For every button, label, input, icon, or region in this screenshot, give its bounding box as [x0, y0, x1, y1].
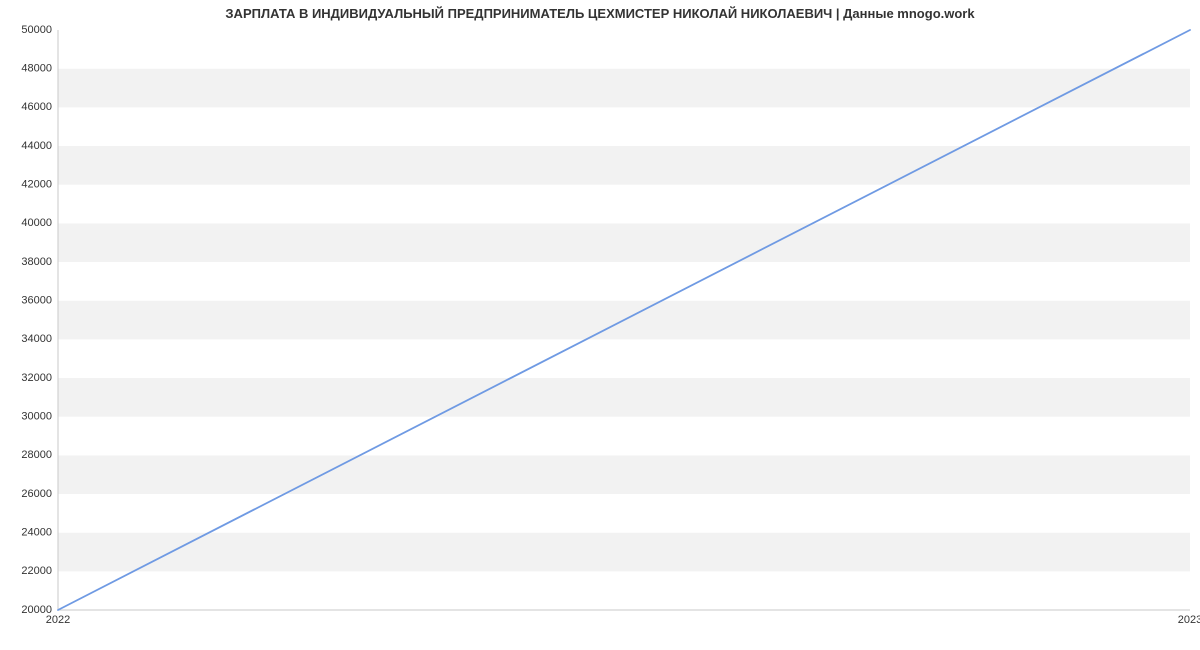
grid-band	[58, 107, 1190, 146]
x-tick-label: 2022	[46, 614, 70, 626]
y-tick-label: 48000	[21, 63, 52, 75]
y-tick-label: 34000	[21, 333, 52, 345]
y-tick-label: 42000	[21, 179, 52, 191]
y-tick-label: 28000	[21, 449, 52, 461]
grid-band	[58, 455, 1190, 494]
grid-band	[58, 571, 1190, 610]
grid-band	[58, 339, 1190, 378]
grid-band	[58, 494, 1190, 533]
y-tick-label: 30000	[21, 411, 52, 423]
grid-band	[58, 185, 1190, 224]
salary-line-chart: ЗАРПЛАТА В ИНДИВИДУАЛЬНЫЙ ПРЕДПРИНИМАТЕЛ…	[0, 0, 1200, 650]
grid-band	[58, 146, 1190, 185]
y-tick-label: 44000	[21, 140, 52, 152]
y-tick-label: 46000	[21, 101, 52, 113]
grid-band	[58, 378, 1190, 417]
grid-band	[58, 69, 1190, 108]
y-tick-label: 24000	[21, 527, 52, 539]
grid-band	[58, 262, 1190, 301]
y-tick-label: 50000	[21, 24, 52, 36]
grid-band	[58, 533, 1190, 572]
y-tick-label: 26000	[21, 488, 52, 500]
x-tick-label: 2023	[1178, 614, 1200, 626]
y-tick-label: 38000	[21, 256, 52, 268]
grid-band	[58, 417, 1190, 456]
grid-band	[58, 223, 1190, 262]
y-tick-label: 36000	[21, 295, 52, 307]
chart-svg: 2000022000240002600028000300003200034000…	[0, 0, 1200, 650]
y-tick-label: 22000	[21, 565, 52, 577]
y-tick-label: 32000	[21, 372, 52, 384]
grid-band	[58, 30, 1190, 69]
y-tick-label: 40000	[21, 217, 52, 229]
chart-title: ЗАРПЛАТА В ИНДИВИДУАЛЬНЫЙ ПРЕДПРИНИМАТЕЛ…	[0, 6, 1200, 21]
